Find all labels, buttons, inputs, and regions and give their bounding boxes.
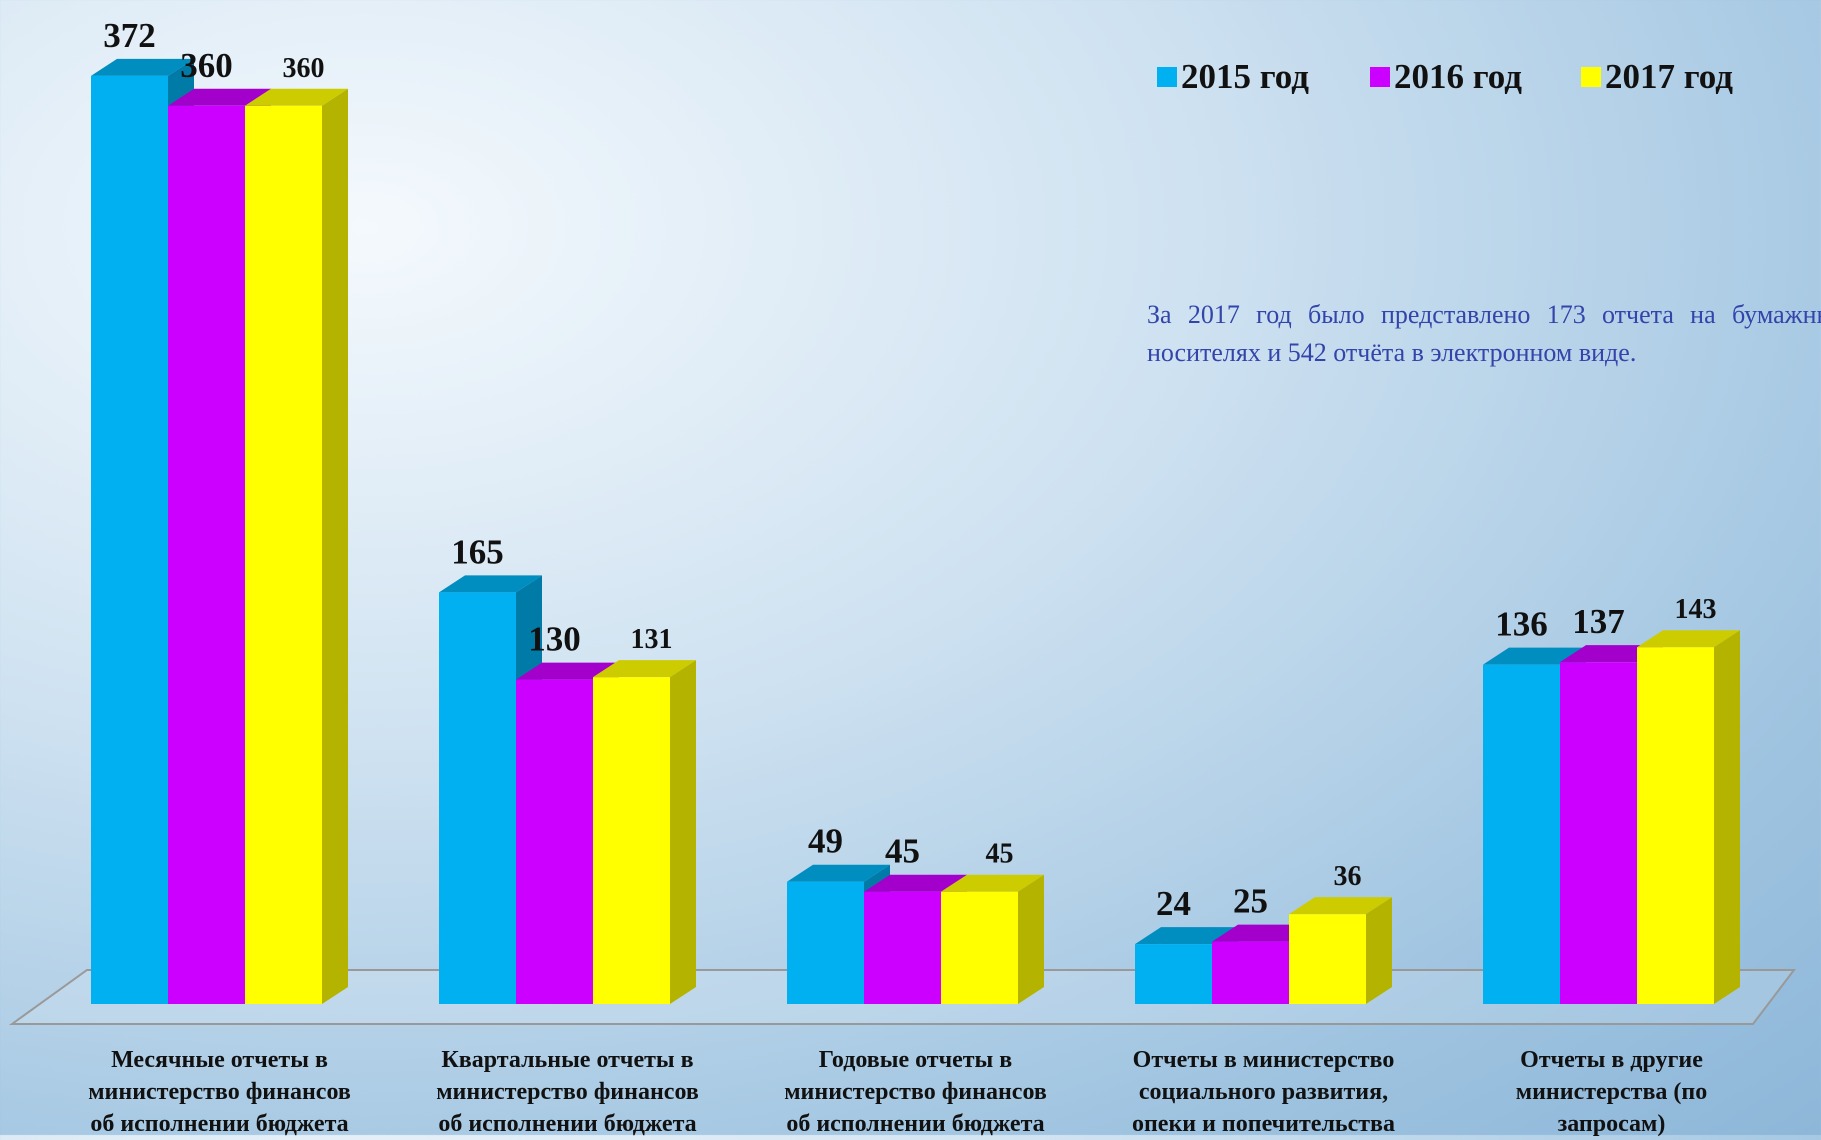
bar-top xyxy=(439,575,542,593)
data-label: 136 xyxy=(1495,605,1548,644)
bar-top xyxy=(1637,630,1740,648)
bar-top xyxy=(245,88,348,106)
bar-top xyxy=(1135,927,1238,945)
bar xyxy=(941,891,1018,1004)
bar xyxy=(593,677,670,1004)
bar-side xyxy=(1018,874,1044,1004)
data-label: 25 xyxy=(1233,882,1268,921)
data-label: 165 xyxy=(451,532,504,571)
legend-swatch xyxy=(1157,67,1177,87)
bar xyxy=(245,105,322,1005)
annotation-box: За 2017 год было представлено 173 отчета… xyxy=(1147,296,1821,372)
data-label: 130 xyxy=(528,620,581,659)
bar xyxy=(1289,914,1366,1004)
data-label: 45 xyxy=(885,832,920,871)
bar-top xyxy=(864,874,967,892)
data-label: 24 xyxy=(1156,884,1191,923)
x-tick-label: Квартальные отчеты в министерство финанс… xyxy=(436,1047,699,1137)
bar xyxy=(91,75,168,1005)
data-label: 36 xyxy=(1334,861,1362,892)
bar xyxy=(439,592,516,1004)
bar-side xyxy=(670,660,696,1004)
bar xyxy=(864,891,941,1004)
x-tick-label: Отчеты в министерство социального развит… xyxy=(1131,1047,1396,1137)
bar-top xyxy=(1289,897,1392,915)
bar-top xyxy=(593,660,696,678)
x-tick-label: Отчеты в другие министерства (по запроса… xyxy=(1515,1047,1708,1137)
legend-label: 2016 год xyxy=(1394,57,1522,96)
data-label: 137 xyxy=(1572,602,1625,641)
bar xyxy=(1135,944,1212,1004)
bar xyxy=(516,679,593,1004)
bar xyxy=(168,105,245,1005)
bar xyxy=(1483,664,1560,1004)
x-tick-label: Месячные отчеты в министерство финансов … xyxy=(88,1047,351,1137)
bar xyxy=(1212,941,1289,1004)
data-label: 45 xyxy=(986,839,1014,870)
bar-top xyxy=(91,58,194,76)
bar-top xyxy=(787,864,890,882)
bar-top xyxy=(1483,647,1586,665)
annotation: За 2017 год было представлено 173 отчета… xyxy=(1147,300,1821,367)
bar xyxy=(787,881,864,1004)
legend-swatch xyxy=(1370,67,1390,87)
data-label: 372 xyxy=(103,16,156,55)
data-label: 360 xyxy=(180,46,233,85)
data-label: 49 xyxy=(808,822,843,861)
bar xyxy=(1637,647,1714,1004)
bar-side xyxy=(1714,630,1740,1004)
data-label: 143 xyxy=(1675,594,1717,625)
legend-swatch xyxy=(1581,67,1601,87)
bar-top xyxy=(168,88,271,106)
bar-top xyxy=(941,874,1044,892)
legend-label: 2015 год xyxy=(1181,57,1309,96)
bar-top xyxy=(516,662,619,680)
legend-label: 2017 год xyxy=(1605,57,1733,96)
x-tick-label: Годовые отчеты в министерство финансов о… xyxy=(784,1047,1047,1137)
bar-side xyxy=(1366,897,1392,1004)
bar xyxy=(1560,662,1637,1004)
data-label: 131 xyxy=(631,624,673,655)
bar-side xyxy=(322,88,348,1005)
data-label: 360 xyxy=(283,53,325,84)
